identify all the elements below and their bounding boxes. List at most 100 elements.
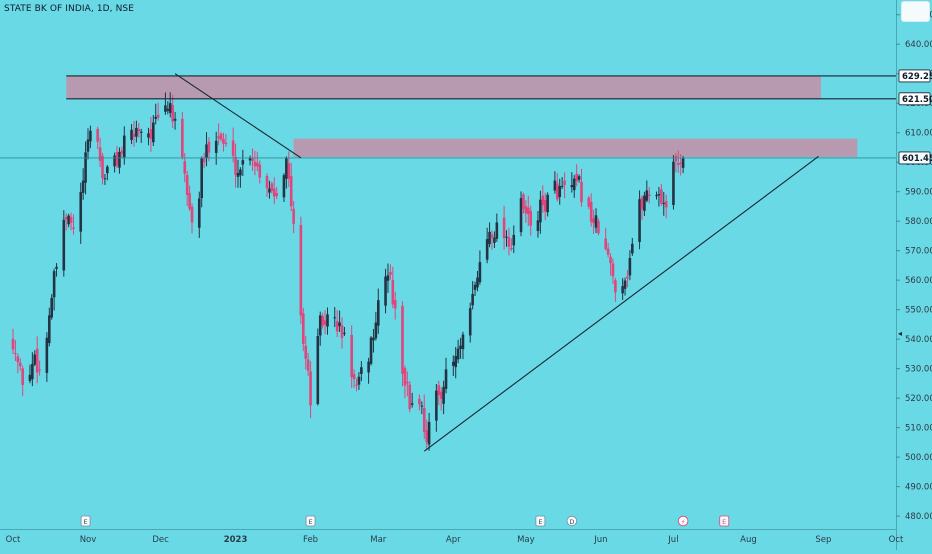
price-badge-label: 601.45 [902,154,932,164]
candle-body [539,199,542,223]
scroll-arrow-icon[interactable]: ◂ [898,329,902,338]
resistance-zone[interactable] [293,138,858,157]
candle-body [594,215,598,228]
candle-body [589,201,593,222]
split-marker-icon[interactable] [677,515,689,527]
candle-body [258,164,262,178]
time-tick-label: Dec [152,535,169,545]
candle-body [173,118,177,121]
candle-body [236,173,240,177]
candle-body [214,140,218,153]
event-marker[interactable]: E [719,515,730,527]
candle-body [543,199,547,212]
resistance-zone[interactable] [66,75,822,99]
candle-body [374,322,378,339]
candle-body [67,215,70,225]
candle-body [115,151,119,166]
candle-body [222,139,225,144]
earnings-marker-icon[interactable] [80,515,91,527]
candle-body [55,266,58,269]
event-marker[interactable]: E [80,515,91,527]
trendline[interactable] [423,155,819,452]
candle-body [268,188,271,193]
candle-body [120,150,124,154]
candle-body [587,197,591,207]
candle-body [265,176,269,189]
earnings-marker-icon[interactable] [535,515,546,527]
candle-body [662,202,666,204]
candle-body [476,277,479,288]
candle-body [103,178,107,180]
candle-body [442,386,445,404]
candle-body [253,161,257,167]
candle-body [166,108,170,111]
candle-body [200,158,203,199]
event-marker[interactable]: E [535,515,546,527]
candle-body [628,257,632,276]
time-axis[interactable]: Oct Nov Dec 2023 Feb Mar Apr May Jun Jul Aug Sep Oct [6,535,904,545]
candle-body [149,129,153,140]
candle-body [647,194,651,197]
candle-body [135,127,138,137]
candle-body [98,147,102,161]
candle-body [672,161,675,205]
event-marker[interactable]: ⚡ [677,515,689,527]
event-marker-label: E [84,518,88,526]
current-price-badge[interactable] [898,151,931,165]
candle-body [556,183,559,200]
level-price-badge[interactable] [898,69,931,83]
candle-body [217,136,220,139]
price-tick-label: 540.00 [905,335,932,345]
time-tick-label: Nov [80,535,97,545]
candle-body [546,194,549,213]
price-badge-label: 621.50 [902,95,932,105]
candle-body [282,175,286,198]
candle-body [360,367,363,374]
earnings-marker-icon[interactable] [719,515,730,527]
event-marker[interactable]: E [305,515,316,527]
candle-body [45,337,49,373]
price-tick-label: 480.00 [905,512,932,522]
candle-body [660,189,663,204]
candle-body [408,384,412,410]
time-tick-label: Mar [370,535,387,545]
dividend-marker-icon[interactable] [566,515,578,527]
candle-body [106,166,109,174]
candle-body [287,163,291,179]
event-marker-label: E [309,518,313,526]
candle-body [21,368,24,385]
price-tick-label: 520.00 [905,394,932,404]
candle-body [188,193,191,209]
candle-body [604,238,607,250]
candle-body [558,186,562,198]
candle-body [168,103,172,113]
candle-body [152,122,155,143]
candle-body [16,356,20,363]
price-tick-label: 500.00 [905,453,932,463]
price-axis[interactable]: 480.00 490.00 500.00 510.00 520.00 530.00 540.… [896,11,932,522]
candle-body [275,193,278,196]
candle-body [553,180,557,191]
level-price-badge[interactable] [898,92,931,106]
event-marker[interactable]: D [566,515,578,527]
candle-body [519,198,523,233]
candle-body [219,133,223,140]
candle-body [597,221,600,234]
candles-layer [11,92,685,451]
candle-body [524,206,528,214]
candle-body [444,369,448,389]
candle-body [384,276,387,306]
candle-body [62,219,66,271]
earnings-marker-icon[interactable] [305,515,316,527]
candle-body [471,293,474,306]
candle-body [270,183,274,191]
candle-body [541,195,545,206]
time-tick-label: Apr [446,535,461,545]
chart-settings-box[interactable] [901,1,930,22]
candle-body [113,155,116,167]
candle-body [522,194,525,209]
trendline[interactable] [174,73,302,159]
candle-body [130,129,133,140]
